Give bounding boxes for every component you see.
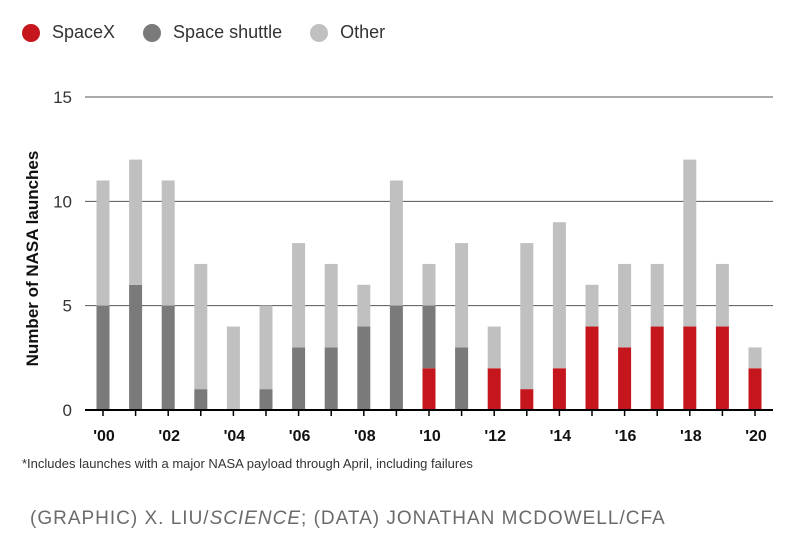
bar-spacex-2017 bbox=[650, 326, 664, 410]
bar-other-2012 bbox=[487, 326, 501, 369]
bar-other-2010 bbox=[422, 263, 436, 306]
bar-spacex-2013 bbox=[520, 389, 534, 410]
bar-spacex-2016 bbox=[618, 347, 632, 410]
bar-spacex-2014 bbox=[552, 368, 566, 410]
x-tick-label-2008: '08 bbox=[354, 428, 376, 445]
bar-other-2002 bbox=[161, 180, 175, 306]
bar-other-2008 bbox=[357, 284, 371, 327]
bar-spacex-2015 bbox=[585, 326, 599, 410]
legend: SpaceX Space shuttle Other bbox=[22, 22, 413, 43]
bar-other-2006 bbox=[292, 243, 306, 348]
bar-space-shuttle-2010 bbox=[422, 305, 436, 369]
x-tick-label-2006: '06 bbox=[289, 428, 311, 445]
bar-other-2018 bbox=[683, 159, 697, 327]
x-tick-label-2016: '16 bbox=[615, 428, 637, 445]
legend-swatch-spacex bbox=[22, 23, 40, 42]
legend-label-other: Other bbox=[340, 22, 386, 42]
bar-spacex-2012 bbox=[487, 368, 501, 410]
bar-spacex-2019 bbox=[715, 326, 729, 410]
credit-line: (GRAPHIC) X. LIU/SCIENCE; (DATA) JONATHA… bbox=[30, 508, 666, 530]
credit-graphic: (GRAPHIC) X. LIU/ bbox=[30, 508, 210, 529]
bar-other-2011 bbox=[455, 243, 469, 348]
bar-other-2001 bbox=[129, 159, 143, 285]
legend-item-other: Other bbox=[310, 22, 385, 43]
y-tick-label-15: 15 bbox=[53, 88, 72, 107]
bar-space-shuttle-2003 bbox=[194, 389, 208, 410]
y-axis-label: Number of NASA launches bbox=[23, 151, 42, 367]
legend-swatch-other bbox=[310, 23, 329, 42]
legend-item-space-shuttle: Space shuttle bbox=[143, 22, 282, 43]
credit-publication: SCIENCE bbox=[209, 508, 302, 529]
bar-other-2016 bbox=[618, 263, 632, 348]
bar-other-2013 bbox=[520, 243, 534, 390]
bar-other-2020 bbox=[748, 347, 762, 369]
x-tick-label-2004: '04 bbox=[224, 428, 246, 445]
y-tick-label-10: 10 bbox=[53, 192, 72, 211]
bar-space-shuttle-2005 bbox=[259, 389, 273, 410]
x-tick-label-2020: '20 bbox=[745, 428, 767, 445]
x-tick-label-2002: '02 bbox=[158, 428, 180, 445]
bar-space-shuttle-2006 bbox=[292, 347, 306, 410]
y-tick-label-0: 0 bbox=[63, 401, 72, 420]
legend-label-space-shuttle: Space shuttle bbox=[173, 22, 283, 42]
bar-space-shuttle-2008 bbox=[357, 326, 371, 410]
bar-other-2009 bbox=[389, 180, 403, 306]
bar-other-2017 bbox=[650, 263, 664, 327]
x-tick-label-2014: '14 bbox=[550, 428, 572, 445]
bar-other-2003 bbox=[194, 263, 208, 390]
bar-other-2004 bbox=[226, 326, 240, 410]
legend-label-spacex: SpaceX bbox=[52, 22, 116, 42]
credit-data-source: ; (DATA) JONATHAN MCDOWELL/CFA bbox=[301, 508, 666, 529]
x-tick-label-2018: '18 bbox=[680, 428, 702, 445]
bar-space-shuttle-2007 bbox=[324, 347, 338, 410]
bar-space-shuttle-2002 bbox=[161, 305, 175, 410]
bar-space-shuttle-2001 bbox=[129, 284, 143, 410]
bar-other-2014 bbox=[552, 222, 566, 369]
bar-spacex-2020 bbox=[748, 368, 762, 410]
bar-space-shuttle-2000 bbox=[96, 305, 110, 410]
legend-item-spacex: SpaceX bbox=[22, 22, 115, 43]
x-tick-label-2012: '12 bbox=[484, 428, 506, 445]
bar-other-2015 bbox=[585, 284, 599, 327]
bar-other-2007 bbox=[324, 263, 338, 348]
legend-swatch-space-shuttle bbox=[143, 23, 162, 42]
bar-space-shuttle-2011 bbox=[455, 347, 469, 410]
bar-other-2019 bbox=[715, 263, 729, 327]
bar-space-shuttle-2009 bbox=[389, 305, 403, 410]
y-tick-label-5: 5 bbox=[63, 297, 72, 316]
x-tick-label-2010: '10 bbox=[419, 428, 441, 445]
footnote: *Includes launches with a major NASA pay… bbox=[22, 456, 473, 471]
bar-other-2000 bbox=[96, 180, 110, 306]
bar-spacex-2010 bbox=[422, 368, 436, 410]
bar-spacex-2018 bbox=[683, 326, 697, 410]
bar-other-2005 bbox=[259, 305, 273, 390]
x-tick-label-2000: '00 bbox=[93, 428, 115, 445]
